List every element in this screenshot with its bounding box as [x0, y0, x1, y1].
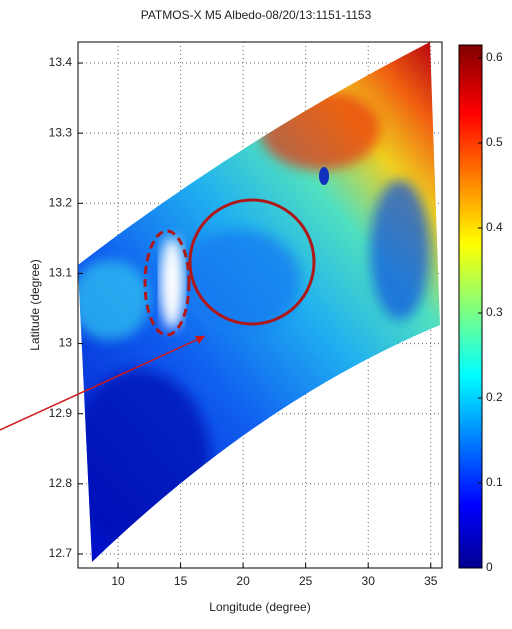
x-tick-label: 20 [236, 574, 250, 588]
chart-title: PATMOS-X M5 Albedo-08/20/13:1151-1153 [141, 8, 372, 22]
colorbar-tick-label: 0.3 [486, 305, 503, 319]
annotation-arrow [0, 335, 206, 431]
colorbar-tick-label: 0.2 [486, 390, 503, 404]
annotation-circle [188, 198, 316, 326]
colorbar-tick-label: 0.6 [486, 50, 503, 64]
y-tick-label: 13 [59, 336, 73, 350]
x-tick-label: 15 [174, 574, 188, 588]
y-tick-label: 12.8 [49, 476, 73, 490]
y-axis-label: Latitude (degree) [28, 259, 42, 350]
y-tick-label: 13.2 [49, 195, 73, 209]
y-tick-label: 13.4 [49, 55, 73, 69]
y-tick-label: 13.3 [49, 125, 73, 139]
x-tick-label: 10 [111, 574, 125, 588]
y-tick-label: 12.7 [49, 546, 73, 560]
colorbar-tick-label: 0.5 [486, 135, 503, 149]
colorbar [458, 44, 483, 569]
y-tick-label: 13.1 [49, 266, 73, 280]
colorbar-tick-label: 0.1 [486, 475, 503, 489]
arrow-head [195, 336, 205, 344]
y-tick-label: 12.9 [49, 406, 73, 420]
colorbar-tick-label: 0 [486, 560, 493, 574]
colorbar-tick-label: 0.4 [486, 220, 503, 234]
x-tick-label: 25 [299, 574, 313, 588]
annotation-ellipse [143, 229, 191, 337]
x-tick-label: 30 [362, 574, 376, 588]
x-tick-label: 35 [424, 574, 438, 588]
x-axis-label: Longitude (degree) [209, 600, 310, 614]
